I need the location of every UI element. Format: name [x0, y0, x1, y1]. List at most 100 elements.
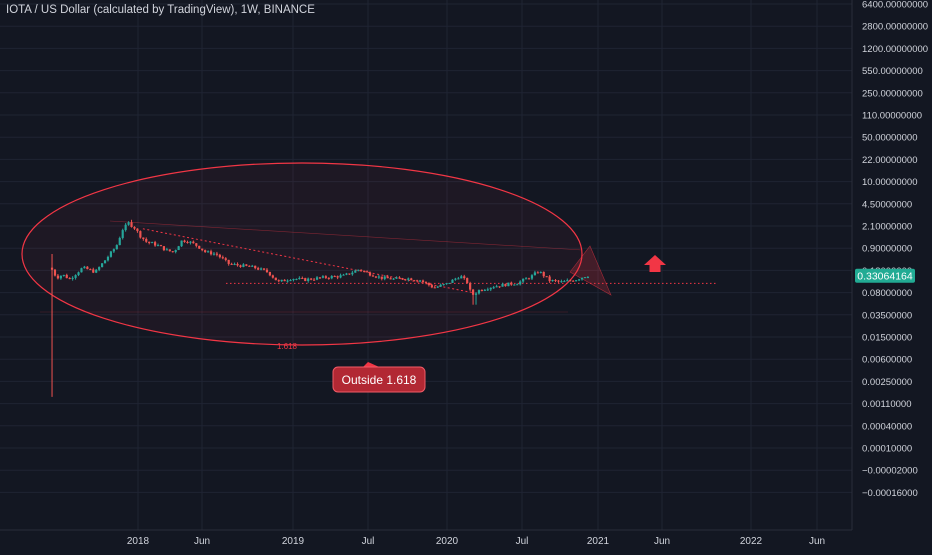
- candle-body: [380, 276, 383, 279]
- time-tick-label: 2018: [127, 536, 150, 547]
- candle-body: [262, 268, 266, 270]
- candle-body: [100, 263, 104, 268]
- candle-body: [522, 278, 525, 282]
- candle-body: [545, 276, 548, 278]
- candle-body: [489, 287, 492, 290]
- candle-body: [301, 277, 304, 279]
- candle-body: [50, 267, 54, 270]
- candle-body: [295, 278, 298, 280]
- chart-title: IOTA / US Dollar (calculated by TradingV…: [6, 4, 315, 16]
- candle-body: [471, 289, 475, 295]
- candle-body: [430, 285, 433, 288]
- candle-body: [442, 284, 445, 286]
- candle-body: [524, 278, 528, 280]
- time-tick-label: Jun: [194, 536, 210, 547]
- candle-body: [436, 286, 439, 288]
- candle-body: [336, 276, 339, 278]
- candle-body: [209, 251, 213, 255]
- candle-body: [95, 269, 98, 273]
- candle-body: [416, 280, 419, 282]
- candle-body: [536, 272, 539, 274]
- candle-body: [277, 280, 280, 282]
- time-tick-label: Jul: [362, 536, 375, 547]
- candle-body: [516, 284, 519, 286]
- candle-body: [519, 281, 522, 285]
- candle-body: [480, 290, 484, 292]
- candle-body: [421, 280, 425, 282]
- candle-body: [204, 250, 207, 252]
- candle-body: [324, 276, 327, 278]
- candle-body: [354, 270, 357, 273]
- downtrend-line[interactable]: [142, 228, 474, 294]
- candle-body: [351, 272, 354, 275]
- candle-body: [542, 271, 545, 277]
- candle-body: [498, 286, 501, 288]
- candle-body: [59, 275, 62, 279]
- candle-body: [274, 277, 277, 281]
- price-tick-label: 2800.00000000: [862, 22, 928, 33]
- candle-body: [466, 278, 469, 284]
- candle-body: [162, 246, 166, 251]
- candle-body: [189, 241, 192, 243]
- candle-body: [327, 277, 330, 279]
- price-tick-label: 0.00600000: [862, 355, 912, 366]
- candle-body: [310, 278, 313, 280]
- candle-body: [103, 260, 107, 264]
- time-tick-label: Jun: [654, 536, 670, 547]
- candle-body: [118, 237, 121, 246]
- time-tick-label: 2019: [282, 536, 305, 547]
- price-tick-label: 0.90000000: [862, 244, 912, 255]
- candle-body: [156, 245, 160, 247]
- candle-body: [271, 275, 274, 278]
- candle-body: [360, 269, 363, 271]
- candle-body: [280, 279, 283, 282]
- candle-body: [239, 265, 242, 267]
- candle-body: [304, 278, 307, 281]
- candle-body: [386, 276, 389, 279]
- candle-body: [268, 272, 272, 276]
- price-tick-label: 0.08000000: [862, 288, 912, 299]
- candle-body: [580, 277, 584, 280]
- callout-box[interactable]: [332, 366, 426, 393]
- candle-body: [98, 267, 101, 270]
- price-tick-label: 250.00000000: [862, 88, 923, 99]
- up-arrow-icon[interactable]: [644, 255, 666, 272]
- time-axis[interactable]: 2018 Jun 2019 Jul 2020 Jul 2021 Jun 2022 Jun: [0, 529, 852, 547]
- candle-body: [345, 273, 348, 275]
- candle-body: [53, 269, 57, 276]
- current-price-value: 0.33064164: [857, 270, 913, 282]
- candle-body: [254, 265, 257, 269]
- candle-body: [469, 283, 472, 290]
- price-tick-label: −0.00016000: [862, 488, 918, 499]
- candle-body: [368, 272, 372, 276]
- candle-body: [236, 263, 239, 266]
- candle-body: [448, 282, 451, 284]
- price-tick-label: 10.00000000: [862, 177, 917, 188]
- price-axis[interactable]: 6400.00000000 2800.00000000 1200.00000000 5…: [851, 0, 928, 530]
- candle-body: [318, 277, 322, 279]
- price-tick-label: −0.00002000: [862, 466, 918, 477]
- callout-text: Outside 1.618: [342, 373, 417, 387]
- candle-body: [174, 250, 177, 252]
- candle-body: [463, 276, 466, 279]
- candle-body: [507, 282, 510, 287]
- candle-body: [127, 222, 130, 225]
- price-tick-label: 0.00040000: [862, 421, 912, 432]
- candle-body: [180, 240, 183, 247]
- candle-body: [259, 268, 263, 270]
- candle-body: [483, 289, 486, 291]
- candle-body: [407, 278, 410, 280]
- price-tick-label: 110.00000000: [862, 111, 922, 122]
- candle-body: [215, 253, 219, 255]
- price-tick-label: 1200.00000000: [862, 44, 928, 55]
- candle-body: [365, 271, 369, 273]
- fib-ellipse[interactable]: [21, 162, 583, 346]
- candle-body: [77, 272, 80, 276]
- candle-body: [230, 263, 233, 265]
- candle-body: [510, 282, 513, 285]
- candle-body: [148, 241, 151, 243]
- fib-inner-trendline[interactable]: [109, 220, 583, 251]
- candle-body: [413, 280, 416, 282]
